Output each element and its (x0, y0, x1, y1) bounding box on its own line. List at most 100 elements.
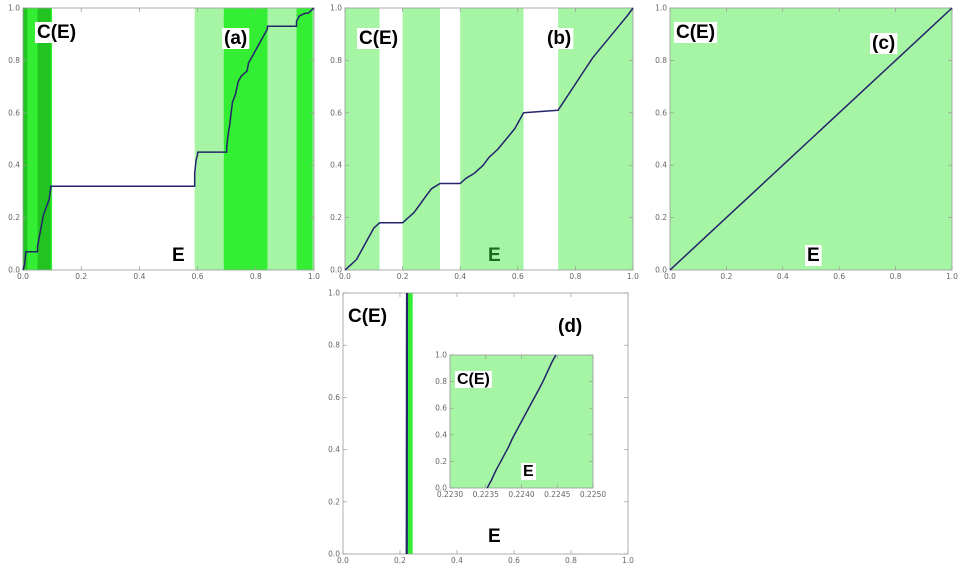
y-tick-label: 0.8 (8, 56, 20, 65)
x-tick-label: 0.2250 (580, 490, 606, 499)
x-tick-label: 1.0 (622, 556, 634, 565)
y-tick-label: 0.2 (8, 213, 20, 222)
band-1 (402, 8, 441, 270)
x-tick-label: 0.0 (337, 556, 349, 565)
panel-label: (c) (872, 33, 895, 54)
y-tick-label: 0.2 (655, 213, 667, 222)
x-tick-label: 0.8 (569, 272, 581, 281)
y-axis-label-bg (674, 22, 718, 43)
x-tick-label: 0.4 (133, 272, 145, 281)
x-tick-label: 0.4 (777, 272, 789, 281)
y-axis-label-bg (35, 22, 79, 43)
y-axis-label: C(E) (359, 28, 398, 49)
plot-frame (342, 292, 629, 555)
series-line (344, 7, 634, 271)
y-tick-label: 0.0 (435, 484, 447, 493)
y-axis-label: C(E) (348, 306, 387, 327)
y-tick-label: 0.0 (328, 550, 340, 559)
panel-c: 0.0 0.2 0.4 0.6 0.8 1.0 0.0 0.2 0.4 0.6 0.8 1.0 C(E)… (655, 4, 958, 282)
y-tick-label: 1.0 (655, 4, 667, 13)
x-tick-label: 0.0 (17, 272, 29, 281)
y-tick-label: 1.0 (8, 4, 20, 13)
y-tick-label: 0.2 (435, 457, 447, 466)
y-tick-label: 0.8 (330, 56, 342, 65)
y-axis-label: C(E) (676, 22, 715, 43)
x-tick-label: 0.4 (454, 272, 466, 281)
series-line (22, 7, 315, 271)
plot-frame (669, 7, 953, 271)
y-axis-label-bg (357, 28, 401, 49)
y-tick-label: 0.2 (330, 213, 342, 222)
x-tick-label: 0.2230 (437, 490, 463, 499)
y-tick-label: 0.6 (655, 108, 667, 117)
panel-label-bg (870, 33, 898, 54)
x-tick-label: 0.2 (75, 272, 87, 281)
y-tick-label: 0.6 (8, 108, 20, 117)
y-tick-label: 0.0 (655, 266, 667, 275)
x-axis-label-bg (805, 245, 822, 266)
panel-label: (d) (558, 316, 582, 337)
y-tick-label: 1.0 (330, 4, 342, 13)
x-tick-label: 0.8 (565, 556, 577, 565)
y-axis-label-bg (346, 306, 390, 327)
x-axis-label-bg (486, 526, 503, 547)
x-tick-label: 0.0 (664, 272, 676, 281)
x-tick-label: 0.2 (397, 272, 409, 281)
y-tick-label: 0.6 (435, 404, 447, 413)
x-tick-label: 1.0 (308, 272, 320, 281)
band-2 (460, 8, 524, 270)
x-tick-label: 0.2 (720, 272, 732, 281)
x-tick-label: 0.2240 (508, 490, 534, 499)
y-tick-label: 0.4 (8, 161, 20, 170)
x-tick-label: 0.6 (192, 272, 204, 281)
y-tick-label: 0.8 (655, 56, 667, 65)
x-tick-label: 0.8 (250, 272, 262, 281)
panel-label-bg (545, 28, 574, 49)
panel-label-bg (556, 316, 585, 337)
panel-d-inset: 0.2230 0.2235 0.2240 0.2245 0.2250 0.0 0.2 0.4 0… (435, 351, 606, 500)
y-tick-label: 1.0 (328, 289, 340, 298)
panel-a: 0.0 0.2 0.4 0.6 0.8 1.0 0.0 0.2 0.4 0.6 0.8 1.0 C(E)… (8, 4, 320, 282)
x-tick-label: 0.6 (508, 556, 520, 565)
band-4 (223, 8, 268, 270)
y-tick-label: 0.4 (330, 161, 342, 170)
x-tick-label: 0.0 (339, 272, 351, 281)
x-axis-label: E (488, 245, 501, 266)
x-axis-label: E (807, 245, 820, 266)
plot-frame (344, 7, 634, 271)
band-2 (37, 8, 51, 270)
plot-frame (22, 7, 315, 271)
y-tick-label: 0.4 (655, 161, 667, 170)
series-line (486, 354, 557, 489)
band-0 (345, 8, 380, 270)
panel-label-bg (222, 28, 250, 49)
band-5 (296, 8, 313, 270)
y-tick-label: 0.4 (328, 445, 340, 454)
y-tick-label: 0.6 (330, 108, 342, 117)
x-axis-label: E (172, 245, 185, 266)
series-line (669, 7, 953, 271)
y-axis-label: C(E) (457, 371, 490, 388)
y-tick-label: 0.0 (330, 266, 342, 275)
y-tick-label: 0.4 (435, 430, 447, 439)
x-tick-label: 0.6 (512, 272, 524, 281)
x-axis-label-bg (521, 463, 536, 480)
y-tick-label: 0.6 (328, 393, 340, 402)
y-tick-label: 0.8 (435, 377, 447, 386)
x-tick-label: 0.2235 (473, 490, 499, 499)
x-tick-label: 0.8 (890, 272, 902, 281)
x-axis-label-bg (170, 245, 187, 266)
x-tick-label: 0.2 (394, 556, 406, 565)
panel-b: 0.0 0.2 0.4 0.6 0.8 1.0 0.0 0.2 0.4 0.6 0.8 1.0 C(E)… (330, 4, 639, 282)
y-tick-label: 1.0 (435, 351, 447, 360)
y-axis-label: C(E) (37, 22, 76, 43)
x-tick-label: 0.2245 (544, 490, 570, 499)
x-tick-label: 0.4 (451, 556, 463, 565)
band-3 (558, 8, 633, 270)
x-axis-label: E (523, 463, 534, 480)
panel-label: (b) (547, 28, 571, 49)
y-tick-label: 0.8 (328, 341, 340, 350)
x-tick-label: 1.0 (946, 272, 958, 281)
x-tick-label: 1.0 (627, 272, 639, 281)
